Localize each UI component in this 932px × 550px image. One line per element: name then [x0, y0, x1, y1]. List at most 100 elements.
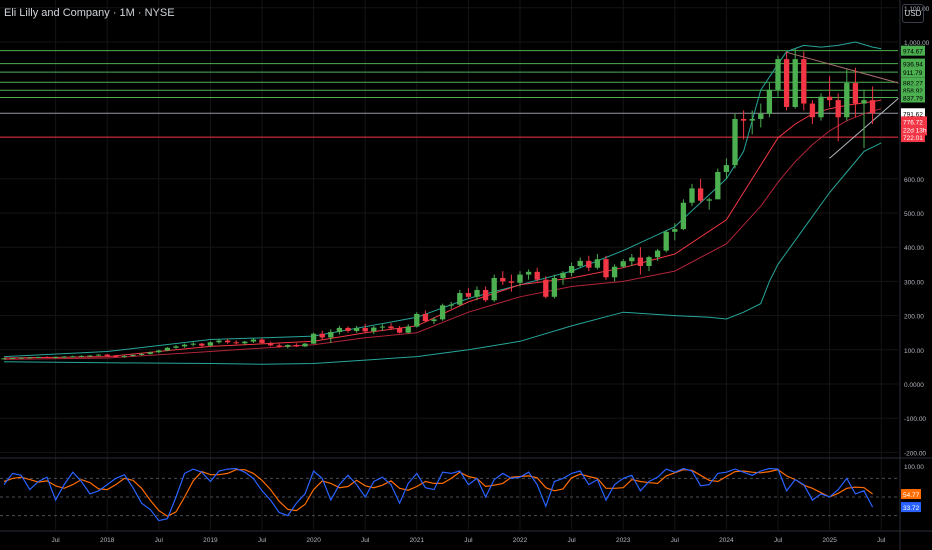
candle — [345, 326, 351, 333]
candle — [697, 178, 704, 203]
candle — [87, 354, 93, 357]
candle-body — [783, 59, 790, 107]
candle-body — [9, 358, 16, 360]
candle-body — [35, 356, 42, 358]
candle-body — [491, 277, 497, 301]
candle — [104, 353, 110, 357]
candle-body — [61, 356, 67, 358]
candle — [199, 342, 205, 348]
level-tag-label: 858.92 — [903, 88, 923, 95]
candle-body — [388, 326, 394, 329]
candle-body — [181, 344, 188, 347]
candle — [130, 354, 136, 357]
candle-body — [302, 343, 308, 347]
candle — [276, 343, 282, 348]
candle-body — [147, 352, 153, 354]
currency-button[interactable]: USD — [902, 4, 924, 23]
candle-body — [379, 326, 386, 328]
candle-body — [861, 100, 867, 104]
candle — [9, 357, 16, 360]
candle — [147, 351, 153, 355]
candle — [577, 257, 583, 268]
candle — [156, 349, 162, 354]
candle — [603, 255, 609, 280]
candle-body — [267, 342, 274, 346]
candle — [95, 354, 102, 356]
candle — [534, 267, 540, 282]
time-tick-label: 2024 — [719, 537, 734, 544]
candle-body — [637, 257, 644, 267]
candle-body — [723, 165, 730, 172]
price-tick-label: 500.00 — [904, 211, 924, 218]
time-tick-label: Jul — [155, 537, 164, 544]
candle — [310, 332, 317, 344]
level-tag-label: 837.79 — [903, 95, 923, 102]
time-tick-label: 2018 — [100, 537, 115, 544]
candle — [18, 357, 24, 359]
candle-body — [465, 293, 472, 297]
candle — [680, 199, 687, 231]
candle — [835, 93, 841, 142]
candle — [654, 248, 661, 261]
candle-body — [104, 354, 110, 356]
price-tick-label: -200.00 — [904, 450, 926, 457]
stoch-k-label: 33.72 — [903, 505, 920, 512]
candle-body — [586, 260, 592, 268]
candle-body — [328, 332, 334, 338]
candle-body — [310, 333, 317, 344]
candle-body — [199, 343, 205, 346]
time-tick-label: 2021 — [410, 537, 425, 544]
candle — [766, 83, 773, 118]
candle — [491, 274, 497, 302]
candle — [861, 89, 867, 149]
candle — [646, 255, 652, 272]
candle — [448, 301, 454, 309]
time-axis: Jul 2018 Jul 2019 Jul 2020 Jul 2021 Jul 2022 Jul 20… — [51, 537, 885, 544]
time-tick-label: Jul — [877, 537, 886, 544]
level-tag-label: 936.94 — [903, 62, 923, 69]
candle-body — [396, 328, 403, 333]
candle — [328, 329, 334, 343]
candle — [353, 325, 360, 333]
candle — [792, 48, 798, 109]
candle — [52, 356, 59, 359]
candle-body — [78, 355, 85, 357]
candle — [706, 197, 712, 210]
candle-body — [482, 289, 489, 301]
candle-body — [138, 353, 145, 355]
stoch-k-tag — [901, 502, 921, 513]
candle-body — [654, 250, 661, 258]
candle-body — [259, 339, 265, 343]
candle-body — [792, 59, 798, 107]
stoch-d-line — [3, 469, 873, 517]
candle-body — [44, 356, 50, 358]
candle — [439, 303, 446, 321]
candle-body — [345, 327, 351, 331]
candle-body — [70, 356, 76, 358]
candle-body — [697, 188, 704, 201]
candle-body — [706, 199, 712, 201]
candle-body — [577, 260, 583, 267]
candle — [775, 55, 781, 97]
candle — [637, 247, 644, 275]
level-tag — [901, 45, 925, 56]
last-price-tag — [901, 116, 927, 136]
level-tag-label: 911.79 — [903, 70, 923, 77]
candle-body — [568, 266, 575, 273]
candle-body — [818, 96, 824, 118]
candle-body — [611, 266, 618, 278]
candle-body — [233, 342, 239, 344]
level-tag — [901, 92, 925, 103]
price-tick-label: 600.00 — [904, 177, 924, 184]
candle — [138, 353, 145, 356]
candle — [267, 341, 274, 347]
candle-body — [113, 355, 119, 357]
candle-body — [18, 357, 24, 359]
horizontal-levels — [0, 50, 898, 138]
candle — [715, 168, 721, 200]
price-tick-label: 300.00 — [904, 279, 924, 286]
candle-body — [293, 345, 300, 347]
candle-body — [715, 171, 721, 200]
candle — [336, 325, 343, 335]
